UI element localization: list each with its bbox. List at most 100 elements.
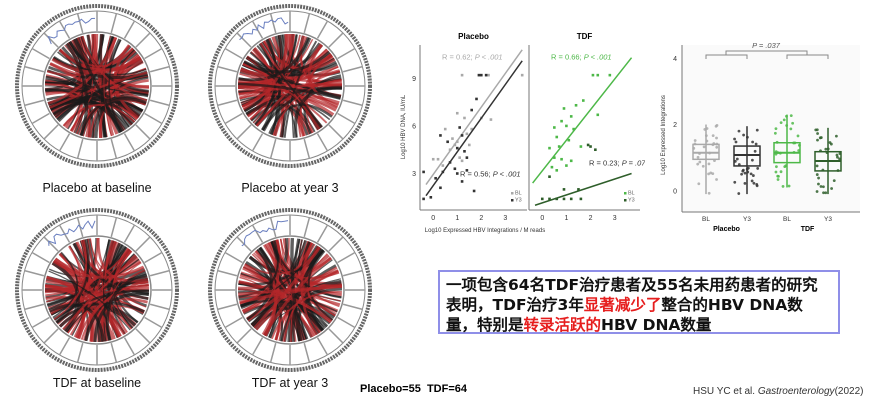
chord [253,246,321,329]
data-point [579,145,583,148]
data-point [465,169,469,172]
data-point [789,127,793,131]
chord [73,241,118,338]
data-point [776,174,780,178]
data-point [698,160,702,164]
legend-marker [511,192,514,195]
sample-size: Placebo=55 TDF=64 [360,383,467,395]
data-point [696,155,700,159]
note-text: 整合的HBV DNA数量，特别是 [446,296,803,334]
x-tick-label: 2 [479,215,483,222]
data-point [555,169,559,172]
data-point [455,111,459,115]
chord [46,44,131,77]
data-point [817,182,820,186]
p-value-label: P = .037 [752,41,781,50]
track-divider [43,236,59,252]
chord [238,240,279,298]
track-divider [224,316,243,329]
track-divider [149,303,170,311]
data-point [458,156,461,159]
data-point [569,197,573,201]
track-divider [135,32,151,48]
track-divider [76,13,84,34]
data-point [596,113,600,117]
data-point [555,135,559,139]
data-point [711,134,715,138]
legend-label: Y3 [628,198,635,204]
track-divider [342,99,363,107]
y-tick-label: 3 [412,171,416,178]
track-divider [31,47,50,60]
track-divider [328,236,344,252]
expression-track [47,17,96,45]
track-divider [337,316,356,329]
track-divider [58,133,71,152]
chord [256,45,323,128]
legend-marker [511,199,514,202]
data-point [816,138,819,142]
track-divider [217,269,238,277]
chord [246,248,273,321]
data-point [707,162,711,166]
data-point [460,73,464,77]
data-point [774,170,778,174]
track-divider [316,224,329,243]
chord [92,33,119,135]
legend-label: Y3 [515,198,522,204]
data-point [589,145,592,148]
data-point [775,165,778,169]
circos-plot [208,4,372,168]
track-divider [342,303,363,311]
data-point [742,133,745,137]
data-point [555,197,559,201]
data-point [422,197,425,201]
data-point [715,136,718,140]
data-point [755,184,759,188]
legend-label: BL [628,191,635,197]
x-axis-label: Log10 Expressed HBV Integrations / M rea… [425,228,545,234]
data-point [832,179,836,182]
track-divider [224,47,243,60]
chord [48,270,131,331]
data-point [696,162,700,166]
x-tick-label: BL [702,216,710,223]
track-divider [43,328,59,344]
note-text: HBV DNA数量 [601,316,712,334]
data-point [467,143,471,147]
group-label: TDF [801,226,815,233]
data-point [819,185,823,188]
track-divider [123,20,136,39]
y-tick-label: 2 [673,122,677,129]
data-point [567,138,571,142]
chromosome-ring [15,208,179,372]
circos-plot [208,208,372,372]
data-point [562,197,566,201]
data-point [824,191,828,195]
inner-ring [235,31,345,141]
chromosome-ring [208,4,372,168]
data-point [711,172,715,176]
track-divider [135,236,151,252]
track-divider [217,65,238,73]
track-divider [337,112,356,125]
circos-caption: Placebo at baseline [42,181,152,195]
data-point [586,143,590,147]
citation-authors: HSU YC et al. [693,386,758,397]
data-point [484,73,488,77]
data-point [773,131,777,135]
panel-title: TDF [577,32,593,41]
track-divider [135,328,151,344]
chord [94,97,147,139]
panel-title: Placebo [458,32,489,41]
track-divider [144,251,163,264]
track-divider [269,13,277,34]
circos-caption: Placebo at year 3 [241,181,339,195]
data-point [756,167,760,170]
track-divider [328,32,344,48]
x-tick-label: Y3 [824,216,832,223]
data-point [431,157,435,161]
chord [239,284,342,305]
data-point [701,164,705,168]
plot-area [682,45,860,212]
